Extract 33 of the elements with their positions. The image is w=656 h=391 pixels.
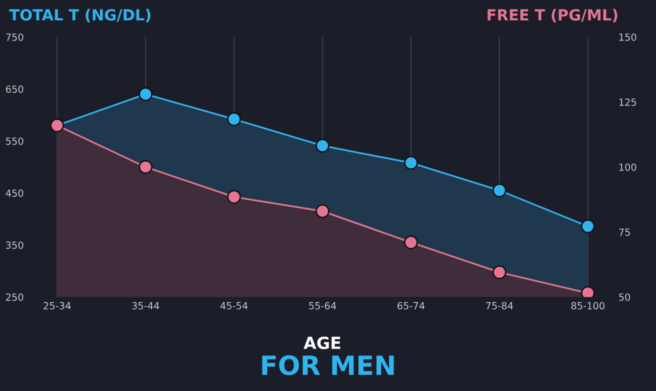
x-tick-label: 85-100 [571,302,604,310]
point [316,138,330,153]
y-tick-label: 450 [6,189,24,197]
x-axis-title: AGE [304,336,340,350]
x-tick-label: 35-44 [132,302,160,310]
y2-tick-label: 75 [619,228,630,236]
y2-tick-label: 125 [619,98,636,106]
y2-tick-label: 100 [619,163,636,171]
y-tick-label: 550 [6,137,24,145]
x-tick-label: 25-34 [44,302,71,310]
point [404,235,418,250]
point [138,160,153,174]
y-axis-title: TOTAL T (NG/DL) [9,8,150,22]
y2-tick-label: 50 [619,293,630,301]
y-tick-label: 250 [6,293,24,301]
y2-tick-label: 150 [619,33,636,41]
y2-axis-title: FREE T (PG/ML) [488,8,618,22]
x-tick-label: 45-54 [220,302,248,310]
point [580,219,595,234]
y-tick-label: 650 [6,85,24,93]
text: FOR MEN [262,355,394,376]
x-tick-label: 75-84 [486,302,514,310]
point [227,190,241,204]
point [404,156,418,170]
x-tick-label: 55-64 [309,302,336,310]
x-tick-label: 65-74 [398,302,425,310]
point [227,112,241,126]
point [138,87,153,102]
point [316,204,330,218]
point [492,265,506,280]
y-tick-label: 750 [6,33,24,41]
y-tick-label: 350 [6,241,24,249]
point [492,183,506,198]
